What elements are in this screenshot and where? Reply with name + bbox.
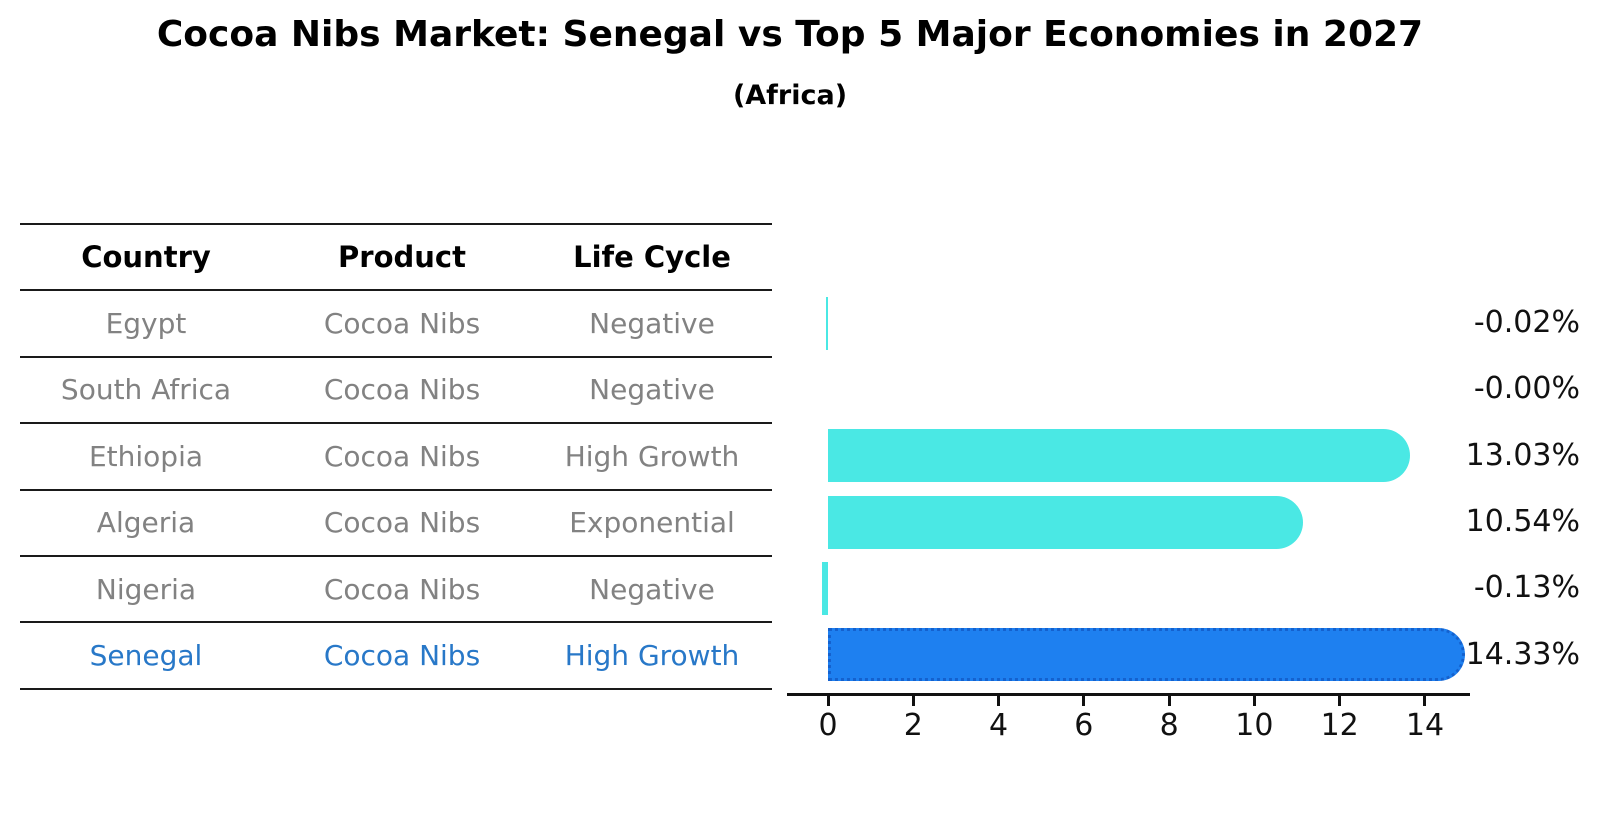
- table-row-ethiopia: Ethiopia Cocoa Nibs High Growth: [20, 424, 772, 491]
- value-label-south-africa: -0.00%: [1473, 371, 1580, 407]
- cell-country: Ethiopia: [88, 439, 204, 473]
- cell-product: Cocoa Nibs: [323, 572, 481, 606]
- cell-life-cycle: High Growth: [564, 639, 740, 673]
- cell-product: Cocoa Nibs: [323, 506, 481, 540]
- table-row-senegal: Senegal Cocoa Nibs High Growth: [20, 623, 772, 690]
- column-header-country: Country: [81, 240, 211, 275]
- cell-life-cycle: Exponential: [569, 506, 735, 540]
- value-label-egypt: -0.02%: [1473, 305, 1580, 341]
- table-row-algeria: Algeria Cocoa Nibs Exponential: [20, 491, 772, 557]
- x-tick-label: 0: [818, 708, 838, 743]
- x-tick-mark: [1167, 696, 1171, 706]
- cell-product: Cocoa Nibs: [323, 373, 481, 407]
- x-tick-mark: [911, 696, 915, 706]
- country-table: Country Product Life Cycle Egypt Cocoa Ni…: [20, 223, 772, 690]
- cell-country: South Africa: [60, 373, 232, 407]
- cell-life-cycle: Negative: [589, 307, 715, 341]
- cell-life-cycle: Negative: [589, 572, 715, 606]
- table-header-row: Country Product Life Cycle: [20, 225, 772, 292]
- cell-country: Senegal: [89, 639, 203, 673]
- bar-senegal: [828, 628, 1466, 682]
- x-tick-mark: [1423, 696, 1427, 706]
- column-header-life-cycle: Life Cycle: [573, 240, 731, 275]
- x-tick-mark: [1252, 696, 1256, 706]
- chart-title: Cocoa Nibs Market: Senegal vs Top 5 Majo…: [156, 14, 1424, 55]
- x-tick-label: 2: [903, 708, 923, 743]
- cell-product: Cocoa Nibs: [323, 439, 481, 473]
- bar-nigeria: [822, 561, 828, 615]
- table-body: Egypt Cocoa Nibs Negative South Africa Cocoa…: [20, 291, 772, 690]
- x-axis-line: [787, 693, 1470, 696]
- value-label-ethiopia: 13.03%: [1465, 437, 1580, 473]
- value-label-algeria: 10.54%: [1465, 504, 1580, 540]
- x-tick-label: 14: [1405, 708, 1445, 743]
- x-tick-label: 12: [1320, 708, 1359, 743]
- value-label-senegal: 14.33%: [1465, 636, 1580, 672]
- x-tick-label: 10: [1235, 708, 1274, 743]
- x-tick-mark: [826, 696, 830, 706]
- x-tick-mark: [1338, 696, 1342, 706]
- x-tick-label: 8: [1159, 708, 1179, 743]
- bar-egypt: [826, 296, 828, 350]
- x-tick-label: 6: [1074, 708, 1094, 743]
- column-header-product: Product: [338, 240, 466, 275]
- bar-algeria: [828, 495, 1304, 549]
- table-row-egypt: Egypt Cocoa Nibs Negative: [20, 291, 772, 358]
- x-tick-mark: [1082, 696, 1086, 706]
- cell-country: Egypt: [105, 307, 187, 341]
- value-label-nigeria: -0.13%: [1473, 570, 1580, 606]
- cell-product: Cocoa Nibs: [323, 307, 481, 341]
- x-tick-label: 4: [989, 708, 1009, 743]
- x-tick-mark: [997, 696, 1001, 706]
- cell-life-cycle: Negative: [589, 373, 715, 407]
- table-row-nigeria: Nigeria Cocoa Nibs Negative: [20, 557, 772, 624]
- cell-product: Cocoa Nibs: [323, 639, 481, 673]
- bar-ethiopia: [828, 429, 1410, 483]
- cell-country: Nigeria: [95, 572, 197, 606]
- table-row-south-africa: South Africa Cocoa Nibs Negative: [20, 358, 772, 425]
- cell-country: Algeria: [96, 506, 196, 540]
- chart-subtitle: (Africa): [732, 80, 848, 111]
- cell-life-cycle: High Growth: [564, 439, 740, 473]
